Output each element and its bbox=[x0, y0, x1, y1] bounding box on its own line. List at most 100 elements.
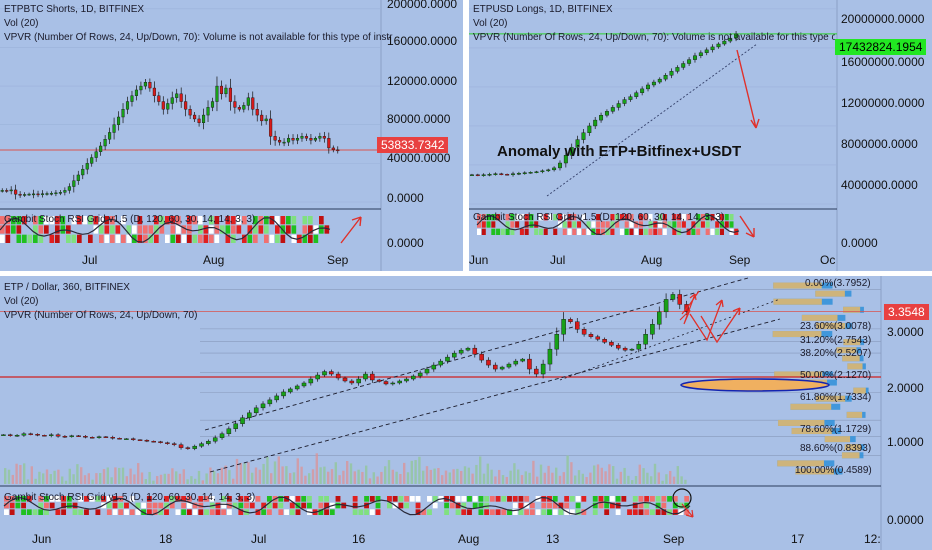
grid-cell bbox=[242, 216, 247, 225]
grid-cell bbox=[204, 509, 209, 515]
candle-up bbox=[124, 438, 129, 440]
grid-cell bbox=[302, 234, 308, 243]
grid-cell bbox=[427, 509, 432, 515]
grid-cell bbox=[512, 509, 518, 515]
grid-cell bbox=[77, 234, 82, 243]
grid-cell bbox=[644, 502, 650, 509]
volume-bar bbox=[368, 478, 372, 484]
candle-down bbox=[62, 436, 68, 438]
grid-cell bbox=[624, 221, 629, 228]
sub-legend: Gambit Stoch RSI Grid v1.5 (D, 120, 60, … bbox=[4, 492, 256, 503]
grid-cell bbox=[512, 502, 518, 509]
candle-up bbox=[540, 363, 546, 375]
candle-up bbox=[458, 349, 464, 354]
grid-cell bbox=[44, 502, 49, 509]
grid-cell bbox=[581, 228, 586, 235]
grid-cell bbox=[484, 496, 490, 502]
candle-up bbox=[121, 109, 125, 118]
candle-up bbox=[288, 388, 293, 393]
grid-cell bbox=[552, 496, 558, 502]
volume-bar bbox=[144, 479, 147, 484]
volume-bar bbox=[137, 463, 140, 484]
volume-bar bbox=[26, 479, 30, 484]
candle-down bbox=[18, 194, 22, 196]
volume-bar bbox=[384, 466, 387, 484]
grid-cell bbox=[238, 496, 244, 502]
grid-cell bbox=[661, 509, 667, 515]
grid-cell bbox=[146, 496, 152, 502]
last-price-tag: 3.3548 bbox=[884, 304, 929, 320]
grid-cell bbox=[115, 234, 121, 243]
candle-down bbox=[349, 380, 355, 384]
volume-bar bbox=[72, 474, 75, 484]
grid-cell bbox=[648, 214, 653, 221]
grid-cell bbox=[715, 221, 720, 228]
grid-cell bbox=[99, 225, 104, 234]
grid-cell bbox=[291, 225, 297, 234]
chart-panel-top-left[interactable]: ETPBTC Shorts, 1D, BITFINEX Vol (20) VPV… bbox=[0, 0, 463, 271]
grid-cell bbox=[280, 234, 286, 243]
grid-cell bbox=[352, 509, 358, 515]
grid-cell bbox=[510, 221, 515, 228]
candle-up bbox=[593, 119, 598, 127]
candle-up bbox=[506, 363, 512, 368]
grid-cell bbox=[291, 216, 297, 225]
grid-cell bbox=[38, 225, 44, 234]
fib-label: 31.20%(2.7543) bbox=[800, 335, 872, 346]
grid-cell bbox=[38, 234, 44, 243]
grid-cell bbox=[5, 225, 11, 234]
grid-cell bbox=[93, 216, 99, 225]
grid-cell bbox=[592, 496, 598, 502]
grid-cell bbox=[165, 216, 170, 225]
grid-cell bbox=[575, 502, 581, 509]
candle-down bbox=[165, 442, 170, 444]
volume-bar bbox=[140, 472, 144, 484]
volume-bar bbox=[562, 472, 565, 484]
grid-cell bbox=[60, 216, 66, 225]
trend-line bbox=[546, 43, 758, 197]
candle-up bbox=[210, 101, 215, 108]
candle-up bbox=[202, 114, 206, 124]
red-arrow-annotation bbox=[739, 215, 755, 238]
grid-cell bbox=[164, 496, 169, 502]
volume-bar bbox=[680, 476, 683, 484]
volume-bar bbox=[270, 473, 273, 484]
candle-up bbox=[32, 193, 36, 196]
volume-bar bbox=[171, 468, 174, 484]
grid-cell bbox=[318, 509, 324, 515]
candle-up bbox=[253, 407, 259, 414]
volume-bar bbox=[232, 478, 235, 484]
chart-canvas-top-right bbox=[469, 0, 838, 271]
grid-cell bbox=[242, 234, 247, 243]
grid-cell bbox=[266, 502, 272, 509]
vpvr-bar-down bbox=[773, 282, 822, 289]
candle-up bbox=[540, 170, 545, 173]
volume-bar bbox=[422, 470, 425, 484]
grid-cell bbox=[643, 228, 648, 235]
volume-bar bbox=[64, 480, 68, 484]
grid-cell bbox=[126, 225, 132, 234]
x-tick-label: Oc bbox=[820, 253, 836, 267]
chart-panel-bottom[interactable]: ETP / Dollar, 360, BITFINEX Vol (20) VPV… bbox=[0, 276, 932, 550]
candle-up bbox=[438, 360, 443, 366]
volume-bar bbox=[220, 467, 223, 484]
y-tick-label: 0.0000 bbox=[387, 191, 424, 205]
grid-cell bbox=[609, 496, 615, 502]
grid-cell bbox=[515, 221, 520, 228]
candle-up bbox=[63, 190, 67, 193]
chart-panel-top-right[interactable]: ETPUSD Longs, 1D, BITFINEX Vol (20) VPVR… bbox=[469, 0, 932, 271]
volume-bar bbox=[558, 475, 562, 484]
grid-cell bbox=[121, 216, 126, 225]
grid-cell bbox=[5, 234, 11, 243]
grid-cell bbox=[649, 496, 655, 502]
candle-up bbox=[716, 43, 721, 48]
volume-bar bbox=[15, 463, 18, 484]
candle-up bbox=[76, 174, 80, 181]
candle-up bbox=[300, 136, 304, 139]
y-tick-label: 40000.0000 bbox=[387, 151, 451, 165]
volume-bar bbox=[387, 460, 391, 484]
candle-up bbox=[663, 299, 669, 313]
vpvr-bar-down bbox=[774, 371, 823, 378]
grid-cell bbox=[158, 502, 164, 509]
grid-cell bbox=[535, 509, 541, 515]
